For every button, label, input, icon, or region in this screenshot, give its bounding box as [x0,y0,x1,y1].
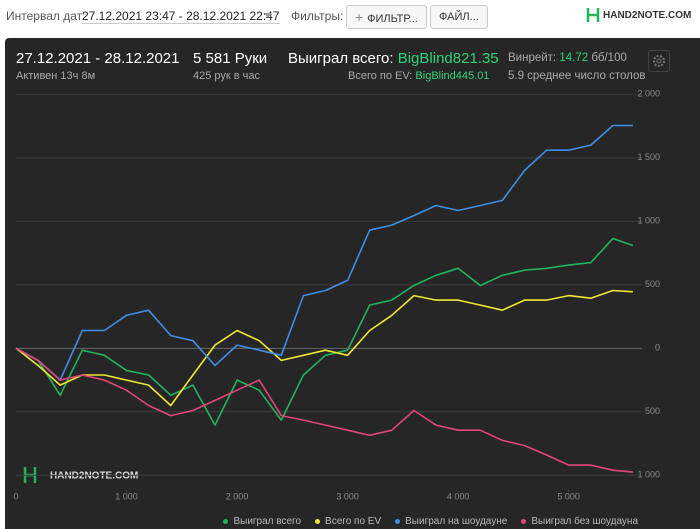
y-tick-label: 1 500 [637,152,660,162]
y-tick-label: 1 000 [637,216,660,226]
legend-item[interactable]: Выиграл на шоудауне [395,516,507,527]
legend-dot [395,518,401,524]
legend-dot [315,518,321,524]
toolbar: Интервал дат: 27.12.2021 23:47 - 28.12.2… [0,0,700,34]
filters-label: Фильтры: [291,9,344,23]
legend-label: Выиграл всего [233,516,302,527]
legend-item[interactable]: Всего по EV [315,516,381,527]
legend-label: Выиграл на шоудауне [405,516,508,527]
hands: 5 581 Руки [193,50,268,67]
hands-per-hour: 425 рук в час [193,70,261,82]
ev-total: Всего по EV: BigBlind445.01 [348,70,489,82]
x-tick-label: 2 000 [226,491,249,501]
chart: HAND2NOTE.COM 2 000 1 500 1 000 500 0 500 1 00… [13,89,660,502]
legend: Выиграл всего Всего по EV Выиграл на шоуда… [223,516,638,527]
x-tick-label: 1 000 [115,491,138,501]
x-tick-label: 3 000 [336,491,359,501]
winrate: Винрейт: 14.72 бб/100 [508,52,627,64]
won-total: Выиграл всего: BigBlind821.35 [288,50,499,67]
series-line [15,347,633,473]
y-tick-label: 500 [645,279,660,289]
settings-button[interactable] [648,50,670,72]
legend-dot [223,518,229,524]
legend-dot [521,518,527,524]
x-tick-label: 0 [13,491,18,501]
y-tick-label: 1 000 [637,470,660,480]
series-line [15,237,634,426]
won-value: BigBlind821.35 [397,50,499,67]
x-tick-label: 4 000 [447,491,470,501]
panel: 27.12.2021 - 28.12.2021 Активен 13ч 8м 5… [5,38,700,529]
legend-item[interactable]: Выиграл всего [223,516,301,527]
logo-icon [586,8,600,22]
watermark: HAND2NOTE.COM [50,471,138,482]
tables: 5.9 среднее число столов [508,70,646,82]
file-button[interactable]: ФАЙЛ... [430,5,488,29]
interval-select[interactable]: 27.12.2021 23:47 - 28.12.2021 22:47 [82,9,280,24]
logo: HAND2NOTE.COM [603,10,692,21]
filter-button-text: ФИЛЬТР... [367,13,418,25]
active-time: Активен 13ч 8м [16,70,96,82]
series-line [15,289,633,407]
y-tick-label: 0 [655,343,660,353]
legend-label: Всего по EV [325,516,382,527]
ev-label: Всего по EV: [348,70,413,82]
legend-label: Выиграл без шоудауна [531,516,638,527]
dropdown-arrow [264,13,272,18]
date-range: 27.12.2021 - 28.12.2021 [16,50,180,67]
legend-item[interactable]: Выиграл без шоудауна [521,516,638,527]
interval-label: Интервал дат: [6,9,86,23]
filter-button[interactable]: + ФИЛЬТР... [346,5,427,29]
ev-value: BigBlind445.01 [415,70,490,82]
won-label: Выиграл всего: [288,50,394,67]
x-tick-label: 5 000 [557,491,580,501]
y-tick-label: 2 000 [637,89,660,99]
series-line [15,124,633,381]
winrate-label: Винрейт: [508,52,557,64]
winrate-value: 14.72 [559,52,589,64]
y-tick-label: 500 [645,406,660,416]
winrate-unit: бб/100 [591,52,627,64]
